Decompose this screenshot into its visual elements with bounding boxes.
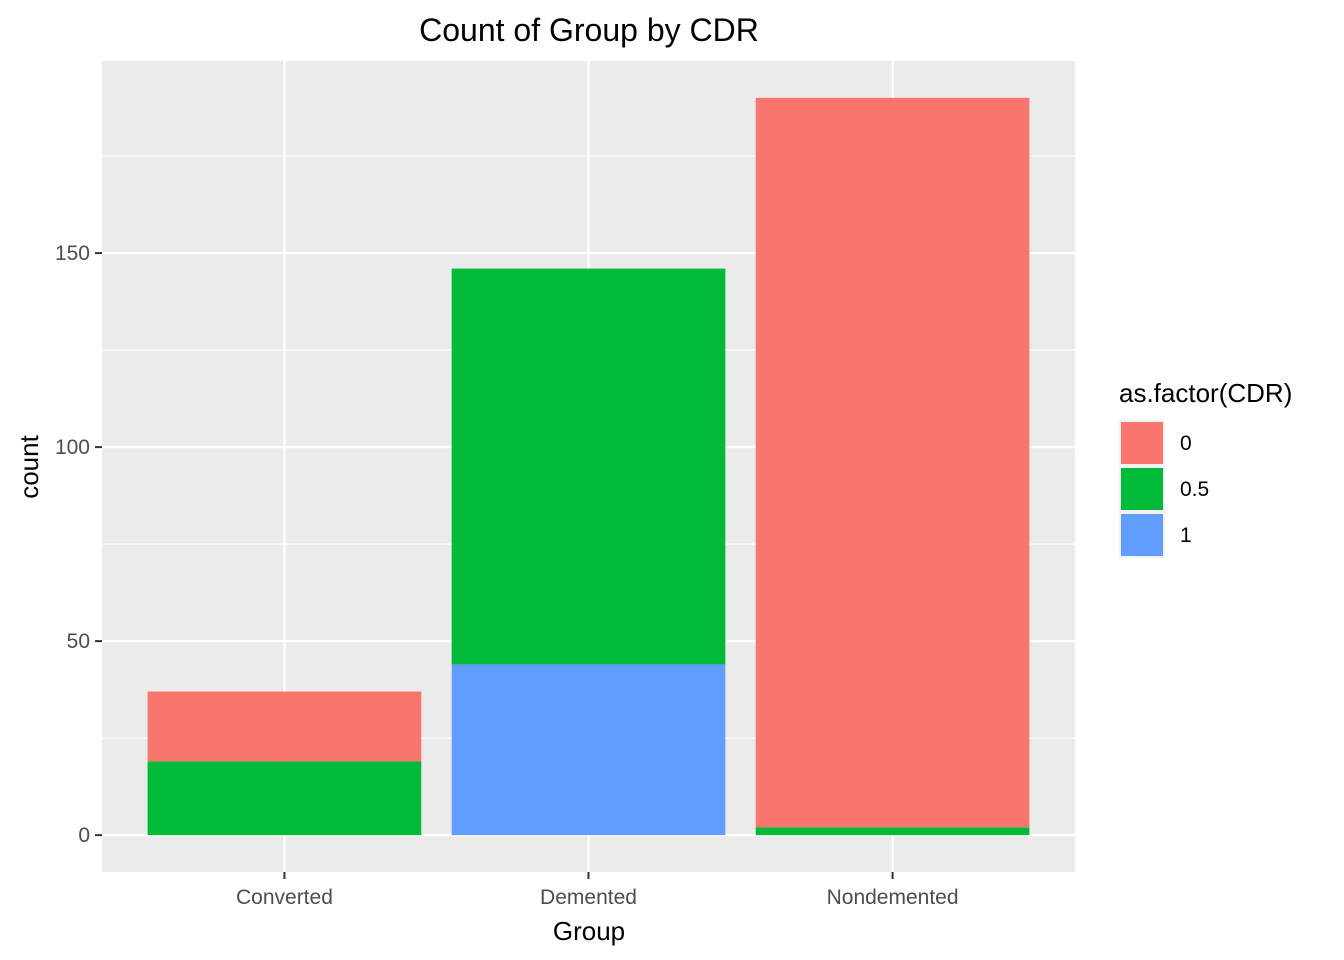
y-tick-label: 150 [55, 242, 90, 265]
y-tick-label: 100 [55, 436, 90, 459]
bar-segment [755, 827, 1030, 836]
y-tick-label: 50 [67, 630, 90, 653]
bar-segment [147, 761, 422, 836]
legend-key-swatch [1121, 514, 1163, 556]
bar-segment [451, 664, 726, 836]
legend-key-swatch [1121, 422, 1163, 464]
legend-label: 1 [1180, 524, 1192, 547]
x-tick-label: Nondemented [827, 886, 959, 909]
y-tick-label: 0 [78, 824, 90, 847]
legend-label: 0.5 [1180, 478, 1209, 501]
x-tick-label: Converted [236, 886, 333, 909]
legend-key-swatch [1121, 468, 1163, 510]
x-axis-ticks: Converted Demented Nondemented [236, 872, 959, 909]
bar-segment [147, 691, 422, 762]
bar-segment [451, 268, 726, 665]
legend-label: 0 [1180, 432, 1192, 455]
legend: as.factor(CDR) 0 0.5 1 [1119, 378, 1292, 558]
bars [147, 97, 1030, 836]
x-axis-title: Group [553, 916, 625, 946]
y-axis-title: count [14, 434, 44, 498]
bar-segment [755, 97, 1030, 828]
x-tick-label: Demented [540, 886, 637, 909]
legend-title: as.factor(CDR) [1119, 378, 1292, 408]
y-axis-ticks: 0 50 100 150 [55, 242, 102, 847]
chart-title: Count of Group by CDR [419, 12, 759, 48]
